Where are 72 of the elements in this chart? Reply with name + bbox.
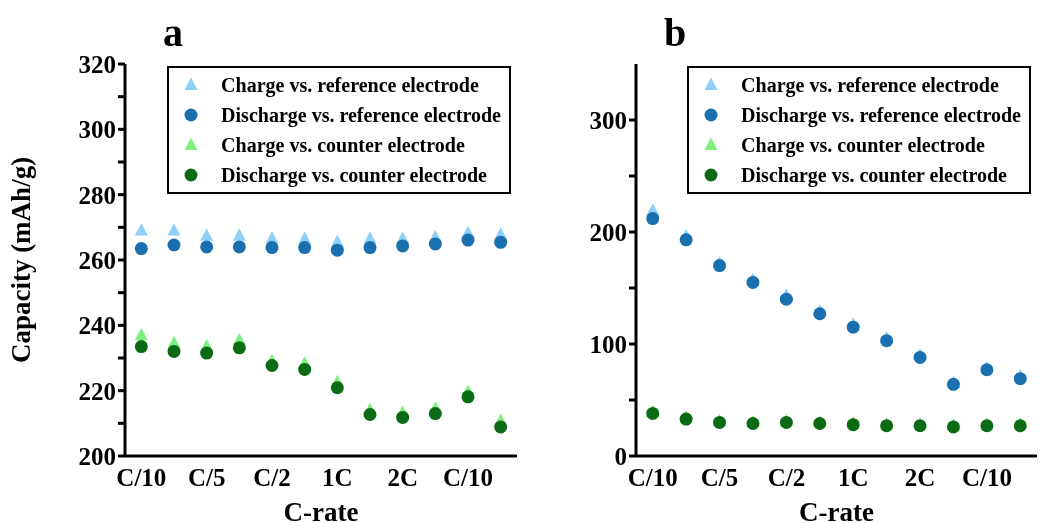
point <box>167 223 181 236</box>
point <box>298 241 312 255</box>
y-tick-label: 240 <box>78 312 116 340</box>
point <box>428 237 442 251</box>
y-tick-label: 220 <box>78 377 116 405</box>
legend-label: Charge vs. reference electrode <box>221 73 479 97</box>
point <box>880 334 894 348</box>
point <box>200 346 214 360</box>
x-tick-label: C/2 <box>767 464 806 491</box>
x-axis-title: C-rate <box>799 497 874 523</box>
legend-label: Discharge vs. reference electrode <box>221 103 501 127</box>
point <box>134 242 148 256</box>
point <box>134 223 148 236</box>
chart-title: b <box>663 9 688 57</box>
x-tick-label: C/10 <box>116 464 167 491</box>
point <box>713 259 727 273</box>
point <box>428 407 442 421</box>
x-tick-label: 2C <box>387 464 418 491</box>
point <box>330 243 344 257</box>
point <box>363 241 377 255</box>
x-tick-label: 2C <box>904 464 936 491</box>
point <box>232 240 246 254</box>
point <box>200 240 214 254</box>
point <box>167 344 181 358</box>
point <box>134 340 148 354</box>
point <box>494 235 508 249</box>
point <box>265 241 279 255</box>
point <box>1013 372 1027 386</box>
x-tick-label: C/2 <box>253 464 291 491</box>
point <box>330 381 344 395</box>
point <box>232 341 246 355</box>
legend-label: Discharge vs. counter electrode <box>741 163 1007 187</box>
point <box>779 292 793 306</box>
y-tick-label: 320 <box>78 50 116 78</box>
point <box>134 327 148 341</box>
point <box>461 390 475 404</box>
point <box>646 212 660 226</box>
y-tick-label: 100 <box>589 330 627 358</box>
point <box>396 239 410 253</box>
y-tick-label: 300 <box>589 106 627 134</box>
legend-label: Charge vs. counter electrode <box>741 133 985 157</box>
x-tick-label: C/10 <box>443 464 493 491</box>
point <box>232 228 246 241</box>
x-tick-label: 1C <box>837 464 869 491</box>
legend-label: Discharge vs. counter electrode <box>221 163 487 187</box>
legend-label: Charge vs. reference electrode <box>741 73 999 97</box>
point <box>396 410 410 424</box>
x-tick-label: C/5 <box>700 464 739 491</box>
legend-label: Charge vs. counter electrode <box>221 133 465 157</box>
point <box>298 362 312 376</box>
y-tick-label: 0 <box>614 442 627 470</box>
x-tick-label: C/10 <box>627 464 678 491</box>
x-tick-label: 1C <box>322 464 353 491</box>
x-axis-title: C-rate <box>283 497 359 523</box>
point <box>265 359 279 373</box>
y-tick-label: 200 <box>589 218 627 246</box>
x-tick-label: C/5 <box>187 464 226 491</box>
point <box>679 233 693 247</box>
chart-title: a <box>162 9 184 57</box>
y-axis-title: Capacity (mAh/g) <box>5 156 36 364</box>
x-tick-label: C/10 <box>961 464 1012 491</box>
y-tick-label: 300 <box>78 116 116 144</box>
point <box>167 238 181 252</box>
point <box>813 307 827 321</box>
point <box>494 420 508 434</box>
y-tick-label: 260 <box>78 246 116 274</box>
legend-label: Discharge vs. reference electrode <box>741 103 1021 127</box>
point <box>200 228 214 241</box>
point <box>461 233 475 247</box>
y-tick-label: 280 <box>78 181 116 209</box>
point <box>363 408 377 422</box>
y-tick-label: 200 <box>78 442 116 470</box>
